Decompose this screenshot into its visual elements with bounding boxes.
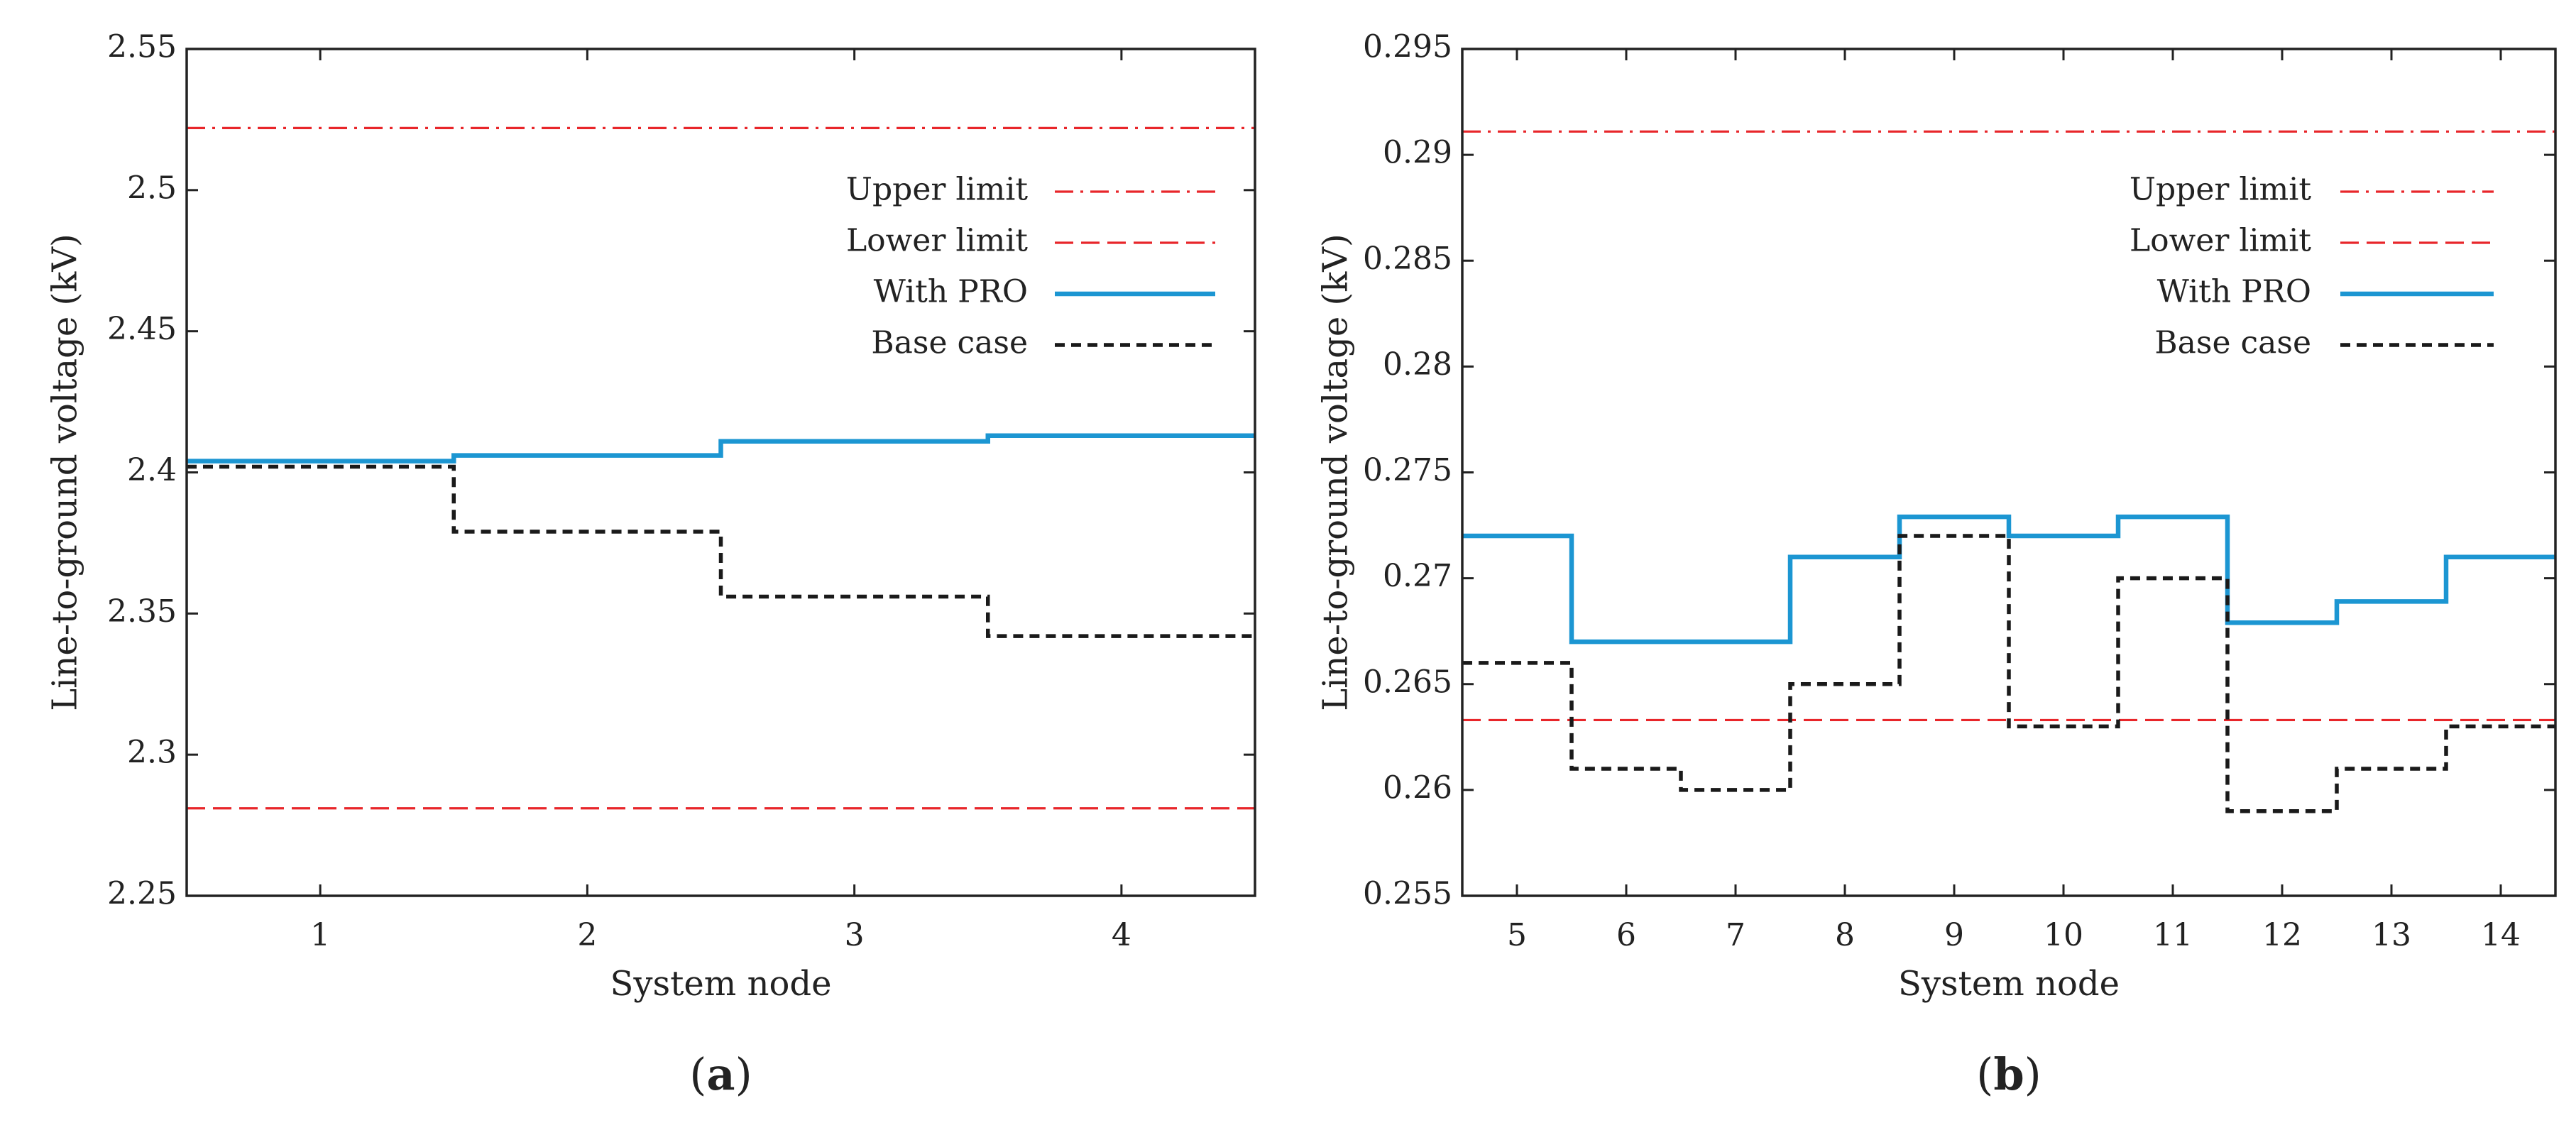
legend: Upper limit Lower limit With PRO Base case <box>846 172 1215 361</box>
y-tick-label: 0.285 <box>1363 241 1452 277</box>
caption-open-paren: ( <box>1976 1048 1993 1100</box>
panel-caption: (a) <box>689 1048 752 1100</box>
y-tick-label: 0.27 <box>1383 558 1452 594</box>
x-tick-label: 14 <box>2481 917 2521 953</box>
x-axis-title: System node <box>1898 964 2120 1004</box>
series-line-with-pro <box>187 433 1255 464</box>
legend-label-lower-limit: Lower limit <box>846 223 1028 259</box>
x-tick-label: 12 <box>2262 917 2302 953</box>
y-tick-label: 0.275 <box>1363 452 1452 488</box>
y-tick-label: 2.4 <box>127 452 177 488</box>
series-line-base-case <box>1462 534 2555 813</box>
legend-label-upper-limit: Upper limit <box>846 172 1028 208</box>
x-tick-label: 4 <box>1112 917 1131 953</box>
x-tick-label: 9 <box>1944 917 1964 953</box>
caption-open-paren: ( <box>689 1048 706 1100</box>
caption-close-paren: ) <box>735 1048 752 1100</box>
panel-caption: (b) <box>1976 1048 2041 1100</box>
legend-label-with-pro: With PRO <box>874 274 1028 310</box>
y-tick-label: 2.5 <box>127 170 177 206</box>
caption-letter: b <box>1993 1048 2024 1100</box>
legend: Upper limit Lower limit With PRO Base case <box>2130 172 2494 361</box>
y-tick-label: 0.26 <box>1383 769 1452 806</box>
x-tick-label: 6 <box>1616 917 1636 953</box>
legend-label-upper-limit: Upper limit <box>2130 172 2311 208</box>
y-tick-label: 0.255 <box>1363 876 1452 912</box>
caption-close-paren: ) <box>2024 1048 2041 1100</box>
y-tick-label: 0.265 <box>1363 664 1452 700</box>
y-tick-label: 0.28 <box>1383 346 1452 383</box>
plot-area <box>1462 130 2555 813</box>
x-tick-label: 3 <box>845 917 865 953</box>
plot-area <box>187 126 1255 810</box>
y-axis-title: Line-to-ground voltage (kV) <box>1316 234 1356 711</box>
x-tick-label: 13 <box>2372 917 2411 953</box>
plot-frame <box>185 48 1256 897</box>
x-tick-label: 7 <box>1726 917 1745 953</box>
x-tick-label: 11 <box>2153 917 2193 953</box>
chart-panel-a: 2.25 2.3 2.35 2.4 2.45 2.5 2.55 1 2 3 4 System node… <box>45 29 1256 1100</box>
legend-label-base-case: Base case <box>871 325 1028 361</box>
caption-letter: a <box>706 1048 735 1100</box>
y-tick-label: 2.35 <box>107 593 177 630</box>
y-axis-title: Line-to-ground voltage (kV) <box>45 234 85 711</box>
chart-panel-b: 0.255 0.26 0.265 0.27 0.275 0.28 0.285 0.29 0.29… <box>1316 29 2557 1100</box>
series-line-base-case <box>187 464 1255 638</box>
x-tick-label: 2 <box>577 917 597 953</box>
y-tick-label: 2.45 <box>107 311 177 347</box>
legend-label-lower-limit: Lower limit <box>2130 223 2311 259</box>
y-tick-label: 0.295 <box>1363 29 1452 65</box>
y-tick-label: 2.55 <box>107 29 177 65</box>
series-line-with-pro <box>1462 514 2555 645</box>
x-tick-label: 8 <box>1835 917 1855 953</box>
y-tick-label: 0.29 <box>1383 135 1452 171</box>
x-tick-label: 5 <box>1507 917 1527 953</box>
x-axis-title: System node <box>610 964 831 1004</box>
x-tick-label: 10 <box>2044 917 2083 953</box>
y-tick-label: 2.3 <box>127 735 177 771</box>
legend-label-with-pro: With PRO <box>2157 274 2311 310</box>
legend-label-base-case: Base case <box>2154 325 2311 361</box>
x-tick-label: 1 <box>310 917 330 953</box>
y-tick-label: 2.25 <box>107 876 177 912</box>
